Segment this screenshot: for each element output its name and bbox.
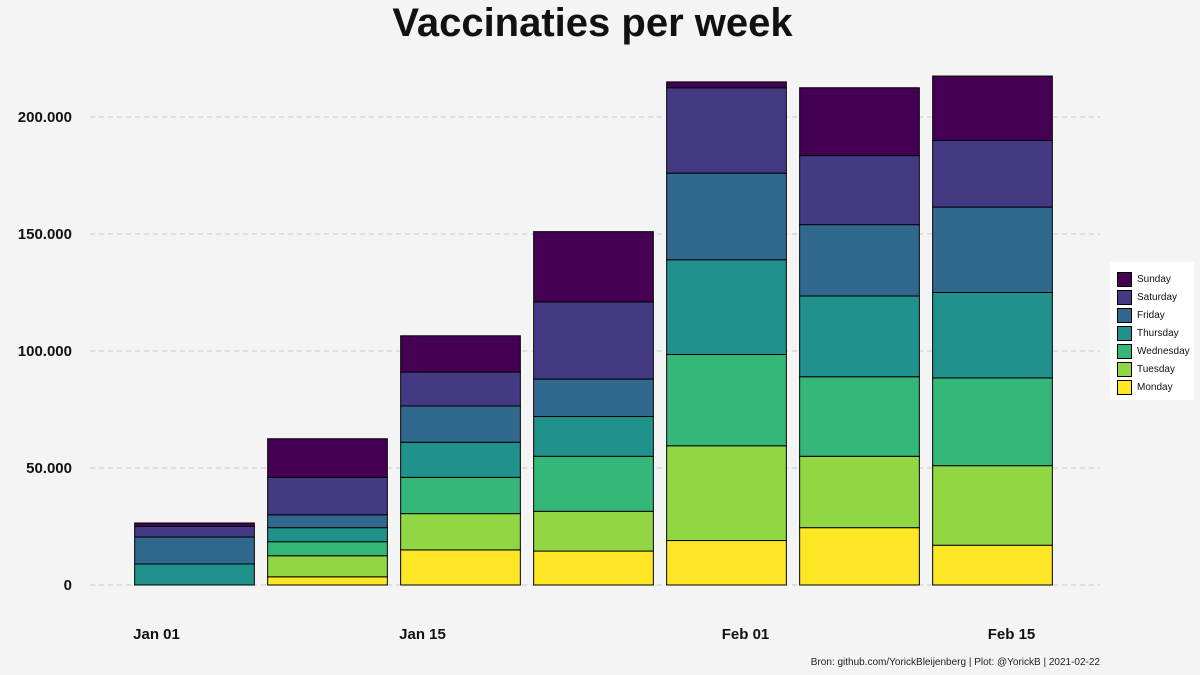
bar-segment-tuesday xyxy=(932,465,1053,546)
legend-label: Tuesday xyxy=(1137,363,1175,375)
bar-segment-sunday xyxy=(267,438,388,478)
x-axis: Jan 01 Jan 15 Feb 01 Feb 15 xyxy=(133,626,1035,643)
bars xyxy=(134,75,1053,586)
legend-swatch xyxy=(1117,343,1132,359)
bar-segment-friday xyxy=(932,206,1053,293)
legend-swatch xyxy=(1117,271,1132,287)
bar-segment-saturday xyxy=(134,526,255,538)
legend-label: Monday xyxy=(1137,381,1173,393)
bar-segment-monday xyxy=(666,540,787,586)
legend-item-thursday: Thursday xyxy=(1117,325,1179,341)
bar-segment-saturday xyxy=(799,155,920,226)
bar-segment-friday xyxy=(666,172,787,261)
bar-segment-thursday xyxy=(134,563,255,586)
bar-segment-friday xyxy=(533,378,654,418)
bar-segment-friday xyxy=(400,405,521,443)
bar-segment-tuesday xyxy=(666,445,787,542)
bar-segment-sunday xyxy=(799,87,920,157)
legend-swatch xyxy=(1117,307,1132,323)
bar-segment-sunday xyxy=(400,335,521,373)
y-axis: 0 50.000 100.000 150.000 200.000 xyxy=(18,109,72,594)
y-tick-label: 100.000 xyxy=(18,343,72,360)
legend-label: Friday xyxy=(1137,309,1165,321)
bar-segment-wednesday xyxy=(932,377,1053,467)
legend-swatch xyxy=(1117,289,1132,305)
source-caption: Bron: github.com/YorickBleijenberg | Plo… xyxy=(810,657,1100,668)
bar-segment-saturday xyxy=(533,301,654,380)
bar-segment-friday xyxy=(267,514,388,529)
bar-segment-thursday xyxy=(400,441,521,478)
bar-segment-wednesday xyxy=(267,541,388,557)
bar-segment-saturday xyxy=(932,139,1053,208)
bar-segment-thursday xyxy=(267,527,388,543)
legend-item-saturday: Saturday xyxy=(1117,289,1177,305)
x-tick-label: Feb 15 xyxy=(988,626,1036,643)
bar-segment-tuesday xyxy=(533,510,654,552)
bar-segment-friday xyxy=(799,224,920,297)
legend-label: Wednesday xyxy=(1137,345,1190,357)
legend-swatch xyxy=(1117,379,1132,395)
bar-segment-monday xyxy=(932,544,1053,586)
legend-label: Sunday xyxy=(1137,273,1171,285)
y-tick-label: 150.000 xyxy=(18,226,72,243)
bar-segment-saturday xyxy=(267,476,388,516)
y-tick-label: 0 xyxy=(64,577,72,594)
bar-segment-monday xyxy=(533,550,654,586)
bar-segment-wednesday xyxy=(666,354,787,447)
bar-segment-tuesday xyxy=(400,513,521,551)
bar-segment-thursday xyxy=(799,295,920,378)
y-tick-label: 200.000 xyxy=(18,109,72,126)
bar-segment-thursday xyxy=(533,416,654,457)
x-tick-label: Jan 01 xyxy=(133,626,180,643)
bar-segment-thursday xyxy=(932,292,1053,379)
bar-segment-tuesday xyxy=(799,455,920,529)
bar-segment-friday xyxy=(134,536,255,565)
legend-item-friday: Friday xyxy=(1117,307,1165,323)
bar-segment-wednesday xyxy=(533,455,654,512)
legend-swatch xyxy=(1117,325,1132,341)
bar-segment-monday xyxy=(267,576,388,586)
bar-segment-sunday xyxy=(134,522,255,527)
bar-segment-thursday xyxy=(666,259,787,356)
legend-swatch xyxy=(1117,361,1132,377)
y-tick-label: 50.000 xyxy=(26,460,72,477)
legend-item-tuesday: Tuesday xyxy=(1117,361,1175,377)
legend-item-wednesday: Wednesday xyxy=(1117,343,1190,359)
bar-segment-sunday xyxy=(666,81,787,89)
bar-segment-monday xyxy=(400,549,521,586)
chart-title: Vaccinaties per week xyxy=(392,1,793,45)
bar-segment-saturday xyxy=(666,87,787,174)
bar-segment-saturday xyxy=(400,371,521,407)
legend: Sunday Saturday Friday Thursday Wednesday Tue… xyxy=(1110,262,1194,400)
bar-segment-wednesday xyxy=(400,476,521,515)
legend-item-monday: Monday xyxy=(1117,379,1173,395)
bar-segment-tuesday xyxy=(267,555,388,578)
bar-segment-wednesday xyxy=(799,376,920,457)
x-tick-label: Jan 15 xyxy=(399,626,446,643)
bar-segment-sunday xyxy=(932,75,1053,141)
legend-label: Saturday xyxy=(1137,291,1178,303)
x-tick-label: Feb 01 xyxy=(722,626,770,643)
bar-segment-monday xyxy=(799,527,920,586)
legend-label: Thursday xyxy=(1137,327,1179,339)
legend-item-sunday: Sunday xyxy=(1117,271,1171,287)
bar-segment-sunday xyxy=(533,231,654,303)
